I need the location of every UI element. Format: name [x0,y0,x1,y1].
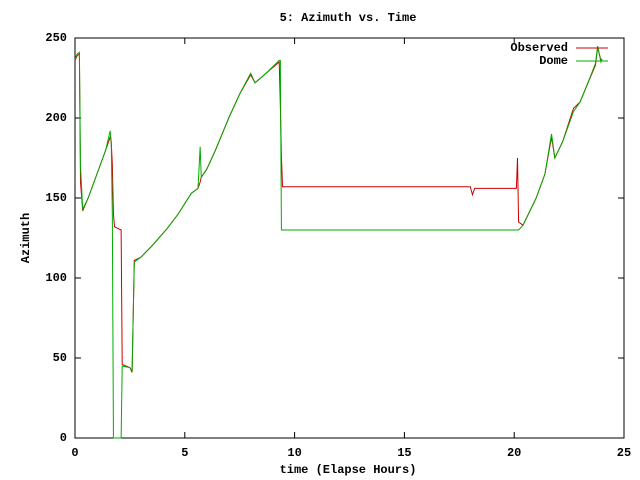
x-tick-label: 25 [617,446,631,460]
x-tick-label: 20 [507,446,521,460]
x-tick-label: 5 [181,446,188,460]
series-line [74,45,603,439]
plot-border [74,37,625,439]
y-axis-label: Azimuth [19,213,33,263]
legend-label: Observed [510,41,568,55]
y-tick-label: 200 [45,111,67,125]
y-tick-label: 150 [45,191,67,205]
y-tick-label: 100 [45,271,67,285]
y-tick-label: 50 [53,351,67,365]
x-tick-label: 15 [397,446,411,460]
y-tick-label: 0 [60,431,67,445]
x-axis-label: time (Elapse Hours) [280,463,417,477]
x-tick-label: 10 [287,446,301,460]
y-tick-label: 250 [45,31,67,45]
x-tick-label: 0 [71,446,78,460]
legend-label: Dome [539,54,568,68]
chart-title: 5: Azimuth vs. Time [280,11,417,25]
